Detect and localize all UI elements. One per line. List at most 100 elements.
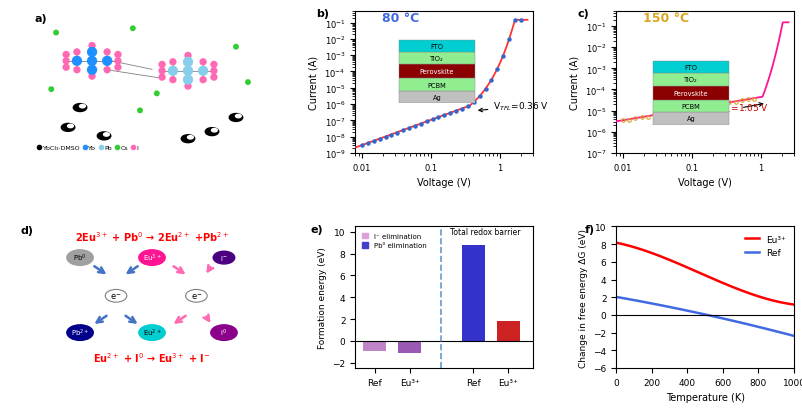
Text: Total redox barrier: Total redox barrier [450, 227, 520, 236]
Point [208, 68, 221, 75]
Circle shape [211, 325, 237, 341]
Text: b): b) [316, 9, 329, 19]
Bar [462, 245, 484, 341]
Circle shape [205, 128, 219, 136]
X-axis label: Temperature (K): Temperature (K) [666, 392, 744, 402]
Circle shape [236, 115, 241, 119]
Eu³⁺ [707, 276, 717, 281]
Point [59, 65, 72, 71]
Eu³⁺ [611, 240, 621, 245]
Y-axis label: Current (A): Current (A) [309, 56, 319, 110]
Point [167, 77, 180, 84]
Eu³⁺ [717, 281, 727, 285]
X-axis label: Voltage (V): Voltage (V) [678, 178, 732, 188]
Point [111, 65, 124, 71]
Legend: Eu³⁺, Ref: Eu³⁺, Ref [742, 231, 789, 261]
Point [151, 91, 164, 97]
Line: Ref: Ref [616, 297, 794, 336]
Ref [611, 295, 621, 300]
Point [241, 80, 254, 86]
Point [134, 108, 147, 115]
Text: 2Eu$^{3+}$ + Pb$^{0}$ → 2Eu$^{2+}$ +Pb$^{2+}$: 2Eu$^{3+}$ + Pb$^{0}$ → 2Eu$^{2+}$ +Pb$^… [75, 230, 229, 244]
Text: Pb$^{0}$: Pb$^{0}$ [73, 252, 87, 263]
Y-axis label: Current (A): Current (A) [570, 56, 580, 110]
Point [86, 43, 99, 50]
Point [181, 59, 194, 66]
Legend: YbCl₃·DMSO, Yb, Pb, Cs, I: YbCl₃·DMSO, Yb, Pb, Cs, I [35, 143, 140, 153]
Text: I$^{0}$: I$^{0}$ [221, 327, 228, 338]
Circle shape [97, 133, 111, 140]
Text: 80 °C: 80 °C [382, 12, 419, 25]
Text: d): d) [20, 225, 33, 236]
Circle shape [185, 290, 207, 302]
Point [86, 58, 99, 65]
Circle shape [212, 129, 217, 133]
Text: a): a) [34, 13, 47, 24]
Text: I$^{-}$: I$^{-}$ [220, 254, 228, 263]
Text: Pb$^{2+}$: Pb$^{2+}$ [71, 327, 89, 338]
Point [229, 44, 242, 51]
Point [167, 59, 180, 66]
Eu³⁺ [757, 295, 767, 300]
Point [86, 74, 99, 80]
Point [156, 68, 168, 75]
Point [71, 49, 83, 56]
Text: Eu$^{2+}$: Eu$^{2+}$ [143, 327, 161, 338]
Circle shape [139, 325, 165, 341]
Line: Eu³⁺: Eu³⁺ [616, 243, 794, 305]
Text: 150 °C: 150 °C [643, 12, 689, 25]
Circle shape [61, 124, 75, 132]
Point [167, 68, 180, 75]
Ref [717, 316, 727, 321]
Point [156, 62, 168, 68]
Circle shape [67, 125, 73, 128]
Y-axis label: Formation energy (eV): Formation energy (eV) [318, 247, 327, 348]
Ref [757, 326, 767, 330]
Point [181, 68, 194, 75]
Eu³⁺ [789, 302, 799, 307]
Circle shape [73, 104, 87, 112]
Ref [696, 311, 706, 316]
Point [101, 49, 114, 56]
Point [86, 67, 99, 74]
Ref [697, 312, 707, 317]
Point [196, 59, 209, 66]
Point [127, 26, 140, 32]
Text: Eu$^{3+}$: Eu$^{3+}$ [143, 252, 161, 263]
Eu³⁺ [697, 272, 707, 276]
Point [181, 83, 194, 90]
Point [50, 30, 63, 37]
Text: f): f) [585, 224, 594, 234]
Text: c): c) [577, 9, 589, 19]
Point [71, 67, 83, 74]
Circle shape [79, 105, 85, 108]
Point [181, 77, 194, 84]
Legend: I⁻ elimination, Pb⁰ elimination: I⁻ elimination, Pb⁰ elimination [358, 230, 430, 252]
Point [59, 52, 72, 58]
Point [45, 87, 58, 93]
X-axis label: Voltage (V): Voltage (V) [417, 178, 471, 188]
Text: e$^{-}$: e$^{-}$ [110, 291, 122, 301]
Point [59, 58, 72, 65]
Circle shape [67, 325, 93, 341]
Point [196, 68, 209, 75]
Circle shape [229, 114, 243, 122]
Bar [399, 341, 421, 353]
Bar [497, 321, 520, 341]
Text: V$_{TFL}$=0.36 V: V$_{TFL}$=0.36 V [479, 101, 549, 113]
Point [86, 49, 99, 56]
Ref [707, 314, 717, 319]
Point [111, 52, 124, 58]
Point [101, 67, 114, 74]
Point [208, 75, 221, 81]
Ref [785, 333, 795, 337]
Circle shape [213, 252, 235, 264]
Circle shape [139, 250, 165, 266]
Point [181, 53, 194, 60]
Eu³⁺ [696, 271, 706, 276]
Text: e): e) [311, 224, 323, 234]
Point [208, 62, 221, 68]
Point [196, 77, 209, 84]
Ref [789, 334, 799, 339]
Point [101, 58, 114, 65]
